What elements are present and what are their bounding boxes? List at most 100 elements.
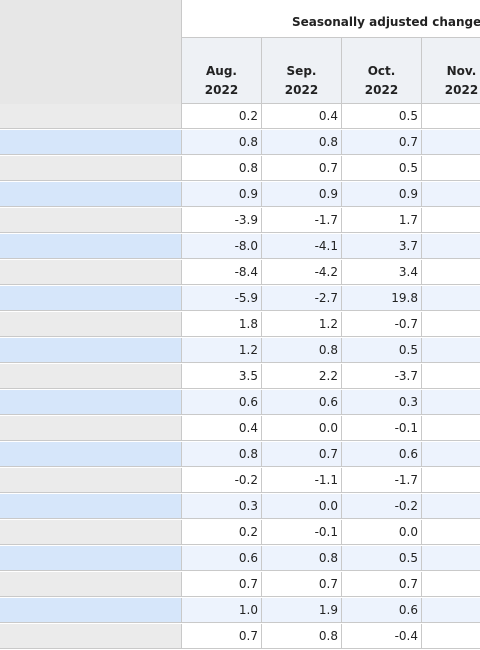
- row-label-cell: [0, 130, 181, 155]
- row-label-cell: [0, 520, 181, 545]
- table-row: -0.2-1.1-1.7-: [0, 468, 480, 494]
- value-cell: 0.7: [341, 572, 421, 597]
- row-label-cell: [0, 338, 181, 363]
- value-cell: -: [421, 364, 480, 389]
- column-header: Nov. 2022: [421, 38, 480, 104]
- row-label-cell: [0, 182, 181, 207]
- row-label-cell: [0, 390, 181, 415]
- value-cell: [421, 442, 480, 467]
- value-cell: 0.4: [181, 416, 261, 441]
- value-cell: 0.5: [341, 546, 421, 571]
- value-cell: 0.3: [341, 390, 421, 415]
- row-label-cell: [0, 468, 181, 493]
- value-cell: 0.4: [261, 104, 341, 129]
- value-cell: 0.2: [181, 520, 261, 545]
- value-cell: -8.4: [181, 260, 261, 285]
- value-cell: [421, 156, 480, 181]
- value-cell: [421, 286, 480, 311]
- value-cell: 0.8: [261, 624, 341, 649]
- table-row: 0.40.0-0.1-: [0, 416, 480, 442]
- value-cell: -: [421, 234, 480, 259]
- value-cell: 0.7: [261, 572, 341, 597]
- value-cell: 3.5: [181, 364, 261, 389]
- row-label-cell: [0, 546, 181, 571]
- value-cell: 2.2: [261, 364, 341, 389]
- value-cell: -1.7: [261, 208, 341, 233]
- row-label-cell: [0, 494, 181, 519]
- table-row: 1.0 1.9 0.6: [0, 598, 480, 624]
- row-label-cell: [0, 364, 181, 389]
- value-cell: 0.8: [261, 130, 341, 155]
- value-cell: 0.7: [181, 624, 261, 649]
- value-cell: -0.7: [341, 312, 421, 337]
- value-cell: 1.2: [181, 338, 261, 363]
- value-cell: [421, 390, 480, 415]
- table-row: 0.2 0.4 0.5: [0, 104, 480, 130]
- value-cell: 0.0: [341, 520, 421, 545]
- column-header: Aug. 2022: [181, 38, 261, 104]
- value-cell: -0.1: [261, 520, 341, 545]
- value-cell: 0.5: [341, 338, 421, 363]
- value-cell: 0.6: [341, 598, 421, 623]
- value-cell: -1.1: [261, 468, 341, 493]
- value-cell: -: [421, 312, 480, 337]
- value-cell: [421, 520, 480, 545]
- value-cell: 0.8: [261, 338, 341, 363]
- row-label-cell: [0, 286, 181, 311]
- table-row: 0.2 -0.1 0.0: [0, 520, 480, 546]
- column-header-year: 2022: [364, 83, 399, 97]
- row-label-cell: [0, 416, 181, 441]
- value-cell: -4.1: [261, 234, 341, 259]
- value-cell: 0.6: [341, 442, 421, 467]
- value-cell: -2.7: [261, 286, 341, 311]
- table-row: 0.70.8-0.4-: [0, 624, 480, 650]
- value-cell: 0.8: [261, 546, 341, 571]
- value-cell: -3.9: [181, 208, 261, 233]
- value-cell: 0.7: [341, 130, 421, 155]
- group-header: Seasonally adjusted changes: [181, 0, 480, 38]
- value-cell: -5.9: [181, 286, 261, 311]
- value-cell: -: [421, 260, 480, 285]
- value-cell: -: [421, 416, 480, 441]
- table-row: 0.6 0.8 0.5: [0, 546, 480, 572]
- value-cell: 0.5: [341, 156, 421, 181]
- column-header-month: Nov.: [446, 64, 477, 78]
- table-row: 0.9 0.9 0.9: [0, 182, 480, 208]
- value-cell: 1.2: [261, 312, 341, 337]
- value-cell: 3.7: [341, 234, 421, 259]
- value-cell: 0.9: [181, 182, 261, 207]
- value-cell: 0.5: [341, 104, 421, 129]
- table-row: -5.9 -2.7 19.8: [0, 286, 480, 312]
- value-cell: -8.0: [181, 234, 261, 259]
- value-cell: 1.9: [261, 598, 341, 623]
- row-label-cell: [0, 208, 181, 233]
- row-label-cell: [0, 598, 181, 623]
- value-cell: [421, 104, 480, 129]
- value-cell: 0.0: [261, 416, 341, 441]
- value-cell: 0.7: [261, 156, 341, 181]
- row-label-cell: [0, 234, 181, 259]
- value-cell: [421, 546, 480, 571]
- value-cell: [421, 182, 480, 207]
- column-header-month: Oct.: [367, 64, 396, 78]
- value-cell: -: [421, 468, 480, 493]
- row-label-cell: [0, 442, 181, 467]
- table-row: -8.0-4.13.7-: [0, 234, 480, 260]
- value-cell: [421, 494, 480, 519]
- table-row: 0.8 0.7 0.5: [0, 156, 480, 182]
- value-cell: 1.7: [341, 208, 421, 233]
- value-cell: 0.9: [341, 182, 421, 207]
- table-row: 0.6 0.6 0.3: [0, 390, 480, 416]
- value-cell: [421, 572, 480, 597]
- value-cell: -3.7: [341, 364, 421, 389]
- value-cell: -0.2: [181, 468, 261, 493]
- value-cell: [421, 338, 480, 363]
- row-label-cell: [0, 104, 181, 129]
- value-cell: -0.1: [341, 416, 421, 441]
- table-row: -3.9-1.71.7-: [0, 208, 480, 234]
- column-header-month: Sep.: [286, 64, 317, 78]
- table-row: 0.7 0.7 0.7: [0, 572, 480, 598]
- row-label-header: [0, 0, 181, 105]
- column-header: Sep. 2022: [261, 38, 341, 104]
- value-cell: 0.2: [181, 104, 261, 129]
